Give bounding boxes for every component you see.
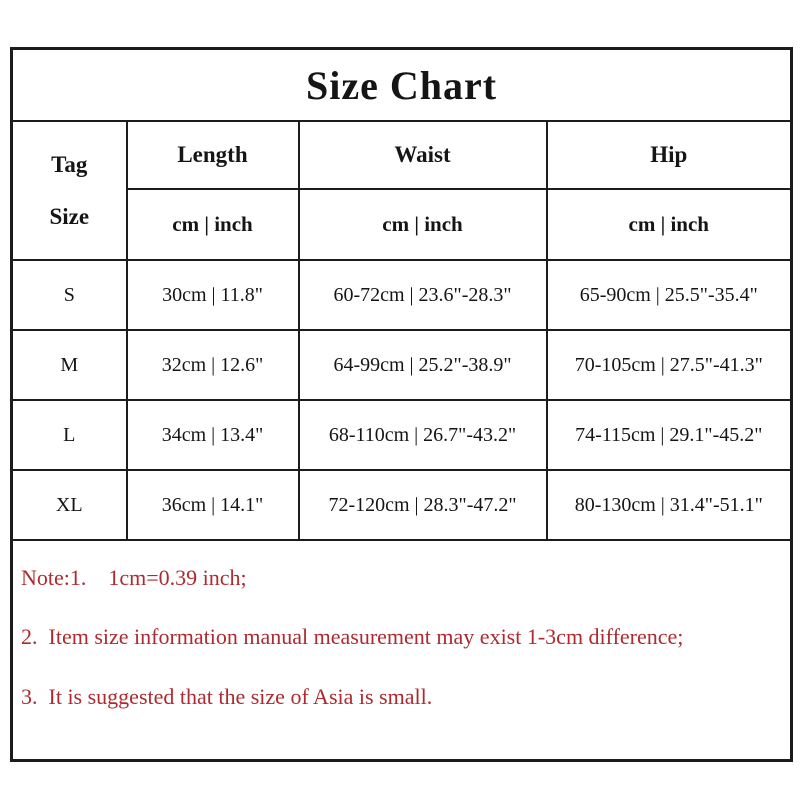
note-line-2: 2. Item size information manual measurem… [21, 624, 684, 650]
unit-header-hip: cm | inch [545, 188, 793, 261]
note-line-1: Note:1. 1cm=0.39 inch; [21, 565, 247, 590]
notes-section: Note:1. 1cm=0.39 inch; 2. Item size info… [10, 539, 793, 762]
waist-value-s: 60-72cm | 23.6"-28.3" [297, 259, 548, 331]
length-value-xl: 36cm | 14.1" [125, 469, 300, 541]
column-header-length: Length [125, 120, 300, 190]
table-row-l: L 34cm | 13.4" 68-110cm | 26.7"-43.2" 74… [10, 399, 793, 471]
length-value-l: 34cm | 13.4" [125, 399, 300, 471]
table-row-m: M 32cm | 12.6" 64-99cm | 25.2"-38.9" 70-… [10, 329, 793, 401]
unit-header-waist: cm | inch [297, 188, 548, 261]
row-label-l: L [10, 399, 128, 471]
waist-value-l: 68-110cm | 26.7"-43.2" [297, 399, 548, 471]
size-label: Size [49, 203, 90, 229]
hip-value-l: 74-115cm | 29.1"-45.2" [545, 399, 793, 471]
table-row-xl: XL 36cm | 14.1" 72-120cm | 28.3"-47.2" 8… [10, 469, 793, 541]
table-row-s: S 30cm | 11.8" 60-72cm | 23.6"-28.3" 65-… [10, 259, 793, 331]
tag-size-header: Tag Size [10, 120, 128, 261]
title-row: Size Chart [10, 47, 793, 122]
length-value-s: 30cm | 11.8" [125, 259, 300, 331]
note-line-3: 3. It is suggested that the size of Asia… [21, 683, 433, 709]
notes-row: Note:1. 1cm=0.39 inch; 2. Item size info… [10, 539, 793, 762]
hip-value-s: 65-90cm | 25.5"-35.4" [545, 259, 793, 331]
hip-value-m: 70-105cm | 27.5"-41.3" [545, 329, 793, 401]
unit-header-length: cm | inch [125, 188, 300, 261]
length-value-m: 32cm | 12.6" [125, 329, 300, 401]
page-title: Size Chart [10, 47, 793, 122]
waist-value-xl: 72-120cm | 28.3"-47.2" [297, 469, 548, 541]
row-label-xl: XL [10, 469, 128, 541]
size-chart-table: Size Chart Tag Size Length Waist Hip cm … [10, 47, 794, 762]
hip-value-xl: 80-130cm | 31.4"-51.1" [545, 469, 793, 541]
column-header-waist: Waist [297, 120, 548, 190]
tag-label: Tag [51, 151, 88, 177]
row-label-s: S [10, 259, 128, 331]
tag-size-stack: Tag Size [14, 151, 125, 230]
column-header-hip: Hip [545, 120, 793, 190]
column-header-row: Tag Size Length Waist Hip [10, 120, 793, 261]
unit-header-row: cm | inch cm | inch cm | inch [12, 188, 793, 261]
row-label-m: M [10, 329, 128, 401]
waist-value-m: 64-99cm | 25.2"-38.9" [297, 329, 548, 401]
